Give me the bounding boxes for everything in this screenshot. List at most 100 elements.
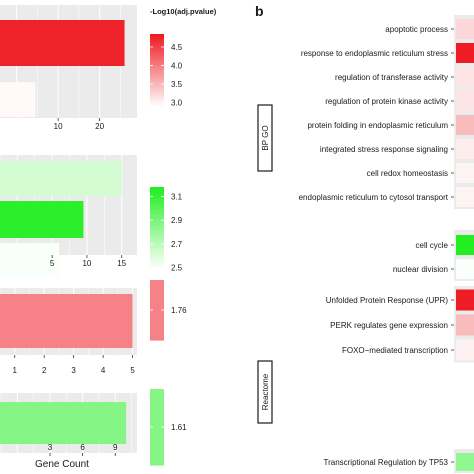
legend-gradient-step	[150, 280, 164, 283]
x-tick-label: 4	[101, 366, 106, 375]
legend-gradient-step	[150, 242, 164, 246]
x-tick-label: 20	[95, 122, 104, 131]
x-tick-label: 1	[13, 366, 18, 375]
legend-title: -Log10(adj.pvalue)	[150, 7, 217, 16]
heatmap-cell	[456, 314, 474, 336]
category-label: protein folding in endoplasmic reticulum	[307, 121, 448, 130]
legend-gradient-step	[150, 454, 164, 458]
legend-gradient-step	[150, 46, 164, 50]
legend-gradient-step	[150, 427, 164, 431]
legend-gradient-step	[150, 282, 164, 285]
group-strip-label: Reactome	[257, 360, 273, 424]
legend-gradient-step	[150, 239, 164, 243]
legend-gradient-step	[150, 258, 164, 263]
legend-gradient-step	[150, 432, 164, 436]
legend-gradient-step	[150, 304, 164, 307]
legend-tick-label: 4.5	[171, 43, 183, 52]
legend-gradient-step	[150, 228, 164, 232]
x-tick-label: 6	[80, 443, 85, 452]
heatmap-cell	[456, 163, 474, 183]
legend-gradient-step	[150, 302, 164, 305]
legend-gradient-step	[150, 328, 164, 331]
legend-gradient-step	[150, 234, 164, 238]
legend-gradient-step	[150, 314, 164, 317]
color-legend-1: -Log10(adj.pvalue) 4.5 4.0 3.5 3.0	[150, 7, 217, 109]
heatmap-cell	[456, 453, 474, 471]
heatmap-cell	[456, 91, 474, 111]
legend-gradient-step	[150, 394, 164, 398]
legend-gradient-step	[150, 71, 164, 75]
legend-gradient-step	[150, 437, 164, 441]
legend-gradient-step	[150, 198, 164, 202]
legend-gradient-step	[150, 310, 164, 313]
legend-gradient-step	[150, 98, 164, 102]
legend-gradient-step	[150, 320, 164, 323]
legend-gradient-step	[150, 290, 164, 293]
heatmap-cell	[456, 139, 474, 159]
heatmap-panel-2: cell cycle nuclear division	[393, 230, 474, 281]
heatmap-panel-1: apoptotic process response to endoplasmic…	[299, 15, 474, 209]
legend-gradient-step	[150, 58, 164, 62]
heatmap-panel-4: Transcriptional Regulation by TP53	[323, 449, 474, 473]
legend-gradient-step	[150, 424, 164, 428]
legend-gradient-step	[150, 203, 164, 207]
legend-gradient-step	[150, 322, 164, 325]
legend-gradient-step	[150, 36, 164, 40]
legend-gradient-step	[150, 421, 164, 426]
legend-gradient-step	[150, 85, 164, 89]
legend-gradient-step	[150, 288, 164, 291]
bar-panel-4: 3 6 9 1.61	[0, 389, 187, 466]
legend-gradient-step	[150, 53, 164, 57]
legend-gradient-step	[150, 391, 164, 395]
category-label: cell redox homeostasis	[367, 169, 448, 178]
x-tick-label: 5	[130, 366, 135, 375]
legend-tick-label: 1.76	[171, 306, 187, 315]
legend-gradient-step	[150, 459, 164, 464]
legend-gradient-step	[150, 312, 164, 315]
heatmap-cell	[456, 235, 474, 255]
x-tick-label: 3	[71, 366, 76, 375]
legend-gradient-step	[150, 284, 164, 287]
legend-gradient-step	[150, 449, 164, 453]
legend-gradient-step	[150, 51, 164, 55]
group-strip-label: BP GO	[257, 104, 273, 172]
legend-gradient-step	[150, 264, 164, 268]
x-tick-label: 9	[113, 443, 118, 452]
legend-gradient-step	[150, 389, 164, 393]
legend-gradient-step	[150, 209, 164, 213]
x-tick-label: 15	[117, 259, 126, 268]
bar-panel-3: 1 2 3 4 5 1.76	[0, 280, 187, 375]
legend-gradient-step	[150, 200, 164, 205]
x-tick-label: 10	[54, 122, 63, 131]
legend-gradient-step	[150, 406, 164, 410]
panel-background	[454, 15, 474, 209]
legend-gradient-step	[150, 334, 164, 337]
heatmap-cell	[456, 259, 474, 279]
bar	[0, 402, 127, 444]
legend-gradient-step	[150, 286, 164, 289]
group-strip-text: BP GO	[261, 125, 270, 150]
legend-gradient-step	[150, 247, 164, 252]
legend-gradient-step	[150, 90, 164, 94]
legend-tick-label: 3.5	[171, 80, 183, 89]
legend-gradient-step	[150, 444, 164, 448]
category-label: PERK regulates gene expression	[330, 321, 448, 330]
heatmap-cell	[456, 19, 474, 39]
legend-gradient-step	[150, 396, 164, 400]
legend-gradient-step	[150, 256, 164, 260]
bar-panel-1: 10 20 -Log10(adj.pvalue) 4.5 4.0 3.5 3.0	[0, 5, 217, 131]
bar	[0, 82, 36, 117]
legend-gradient-step	[150, 324, 164, 327]
x-tick-label: 5	[50, 259, 55, 268]
legend-gradient-step	[150, 439, 164, 443]
bar	[0, 243, 60, 277]
legend-gradient-step	[150, 73, 164, 77]
legend-gradient-step	[150, 105, 164, 109]
color-legend-4: 1.61	[150, 389, 187, 466]
legend-tick-label: 3.0	[171, 98, 183, 107]
legend-gradient-step	[150, 187, 164, 191]
x-axis-title-gene-count: Gene Count	[35, 459, 89, 470]
legend-gradient-step	[150, 83, 164, 87]
legend-gradient-step	[150, 261, 164, 266]
legend-gradient-step	[150, 419, 164, 423]
